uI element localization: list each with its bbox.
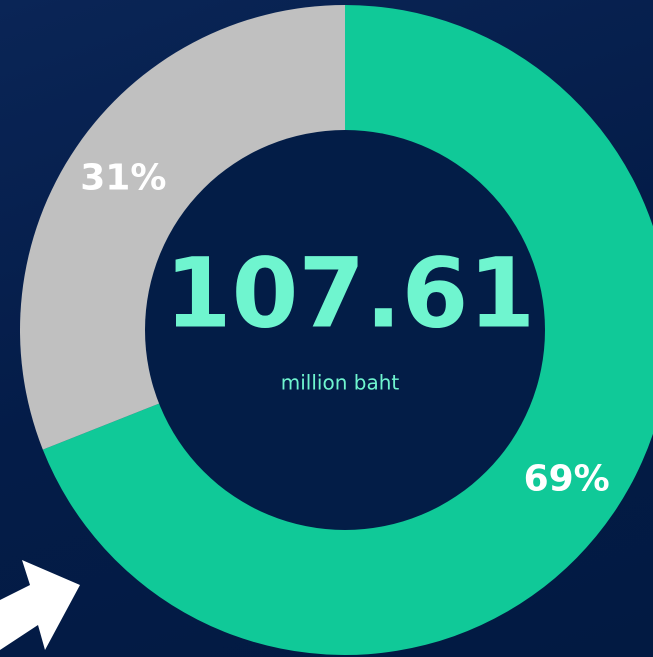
center-value: 107.61: [165, 237, 535, 349]
center-subtitle: million baht: [281, 371, 400, 395]
donut-hole: [145, 130, 545, 530]
slice-label: 69%: [524, 459, 610, 500]
slice-label: 31%: [80, 157, 166, 198]
arrow-icon: [0, 560, 80, 650]
